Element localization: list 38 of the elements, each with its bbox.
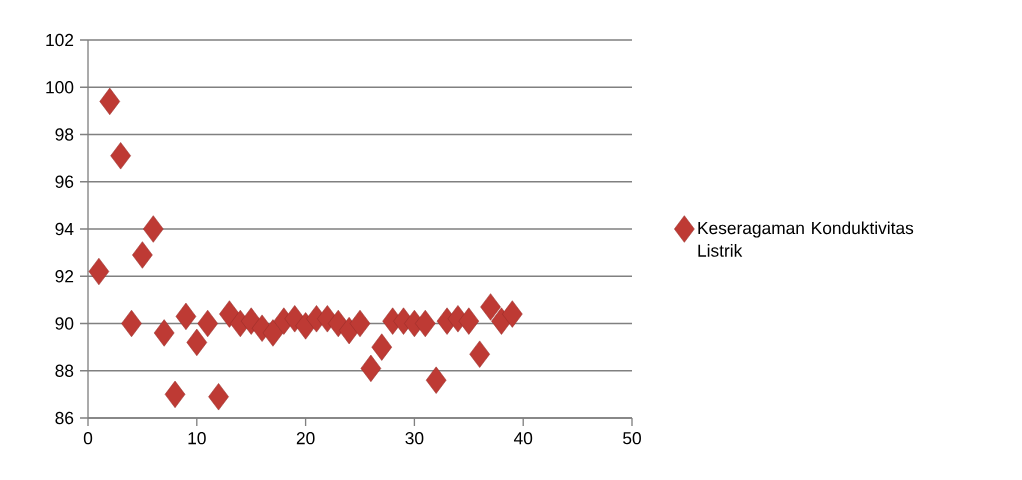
point (349, 309, 371, 338)
point (110, 142, 131, 170)
x-tick-label: 30 (405, 432, 424, 445)
point (360, 354, 382, 382)
point (175, 302, 197, 331)
point (425, 366, 447, 394)
x-tick-label: 0 (83, 432, 93, 445)
x-tick-label: 10 (188, 432, 206, 445)
x-tick-label: 20 (296, 432, 315, 445)
point (186, 328, 208, 357)
y-tick-label: 96 (55, 175, 74, 188)
point (153, 319, 175, 347)
y-tick-label: 100 (46, 81, 74, 94)
y-tick-label: 92 (55, 270, 74, 283)
point (121, 309, 142, 338)
point (480, 293, 501, 321)
point (262, 319, 284, 347)
point (99, 87, 121, 116)
y-tick-label: 98 (55, 128, 74, 141)
point (132, 241, 153, 269)
x-tick-label: 40 (513, 432, 533, 445)
y-tick-label: 94 (55, 222, 74, 236)
point (371, 333, 393, 361)
point (208, 383, 229, 411)
point (143, 215, 164, 243)
point (88, 257, 110, 286)
legend-label: Keseragaman Konduktivitas Listrik (698, 221, 914, 257)
y-tick-label: 102 (46, 33, 74, 47)
y-tick-label: 88 (55, 364, 74, 377)
y-tick-label: 86 (55, 411, 74, 425)
point (469, 340, 490, 368)
point (164, 380, 186, 408)
x-tick-label: 50 (623, 432, 641, 445)
point (415, 309, 436, 338)
point (502, 300, 523, 328)
point (197, 309, 218, 338)
y-tick-label: 90 (55, 317, 74, 330)
point (458, 307, 480, 335)
